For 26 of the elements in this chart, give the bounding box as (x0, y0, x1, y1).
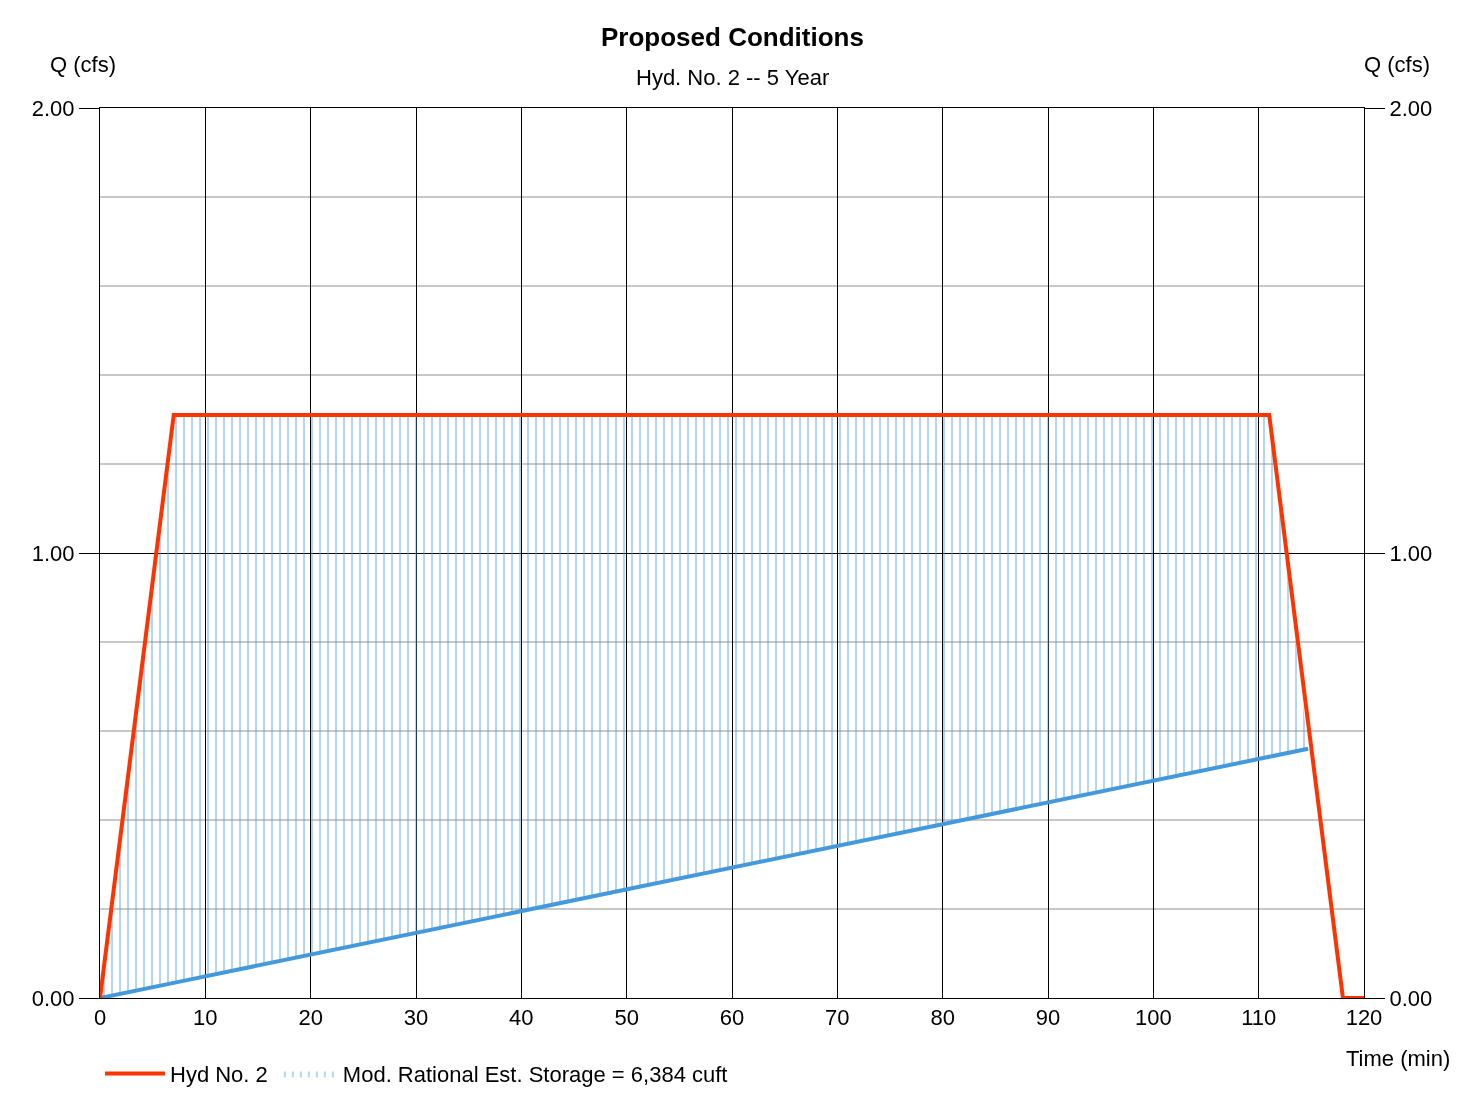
y-tick-label: 0.00 (31, 985, 75, 1011)
x-tick-label: 80 (930, 1005, 955, 1031)
x-tick-label: 10 (193, 1005, 218, 1031)
x-tick-label: 30 (403, 1005, 429, 1031)
y2-axis-title: Q (cfs) (1364, 52, 1430, 77)
x-tick-label: 70 (825, 1005, 850, 1031)
x-tick-label: 100 (1134, 1005, 1172, 1031)
x-tick-label: 110 (1241, 1005, 1277, 1031)
x-tick-label: 20 (298, 1005, 323, 1031)
y2-tick-label: 1.00 (1389, 540, 1433, 566)
y2-tick-label: 2.00 (1389, 95, 1433, 121)
x-tick-label: 0 (93, 1005, 107, 1031)
x-tick-label: 90 (1035, 1005, 1061, 1031)
x-axis-title: Time (min) (1346, 1046, 1451, 1071)
y-tick-label: 1.00 (31, 540, 75, 566)
legend-label: Hyd No. 2 (170, 1062, 268, 1088)
y2-tick-label: 0.00 (1389, 985, 1433, 1011)
chart-title: Proposed Conditions (601, 22, 864, 52)
x-tick-label: 40 (509, 1005, 534, 1031)
y-tick-label: 2.00 (31, 95, 75, 121)
y-axis-title: Q (cfs) (50, 52, 116, 77)
chart-subtitle: Hyd. No. 2 -- 5 Year (636, 65, 830, 90)
x-tick-label: 120 (1345, 1005, 1383, 1031)
x-tick-label: 50 (614, 1005, 639, 1031)
legend-label: Mod. Rational Est. Storage = 6,384 cuft (342, 1062, 728, 1088)
x-tick-label: 60 (719, 1005, 745, 1031)
